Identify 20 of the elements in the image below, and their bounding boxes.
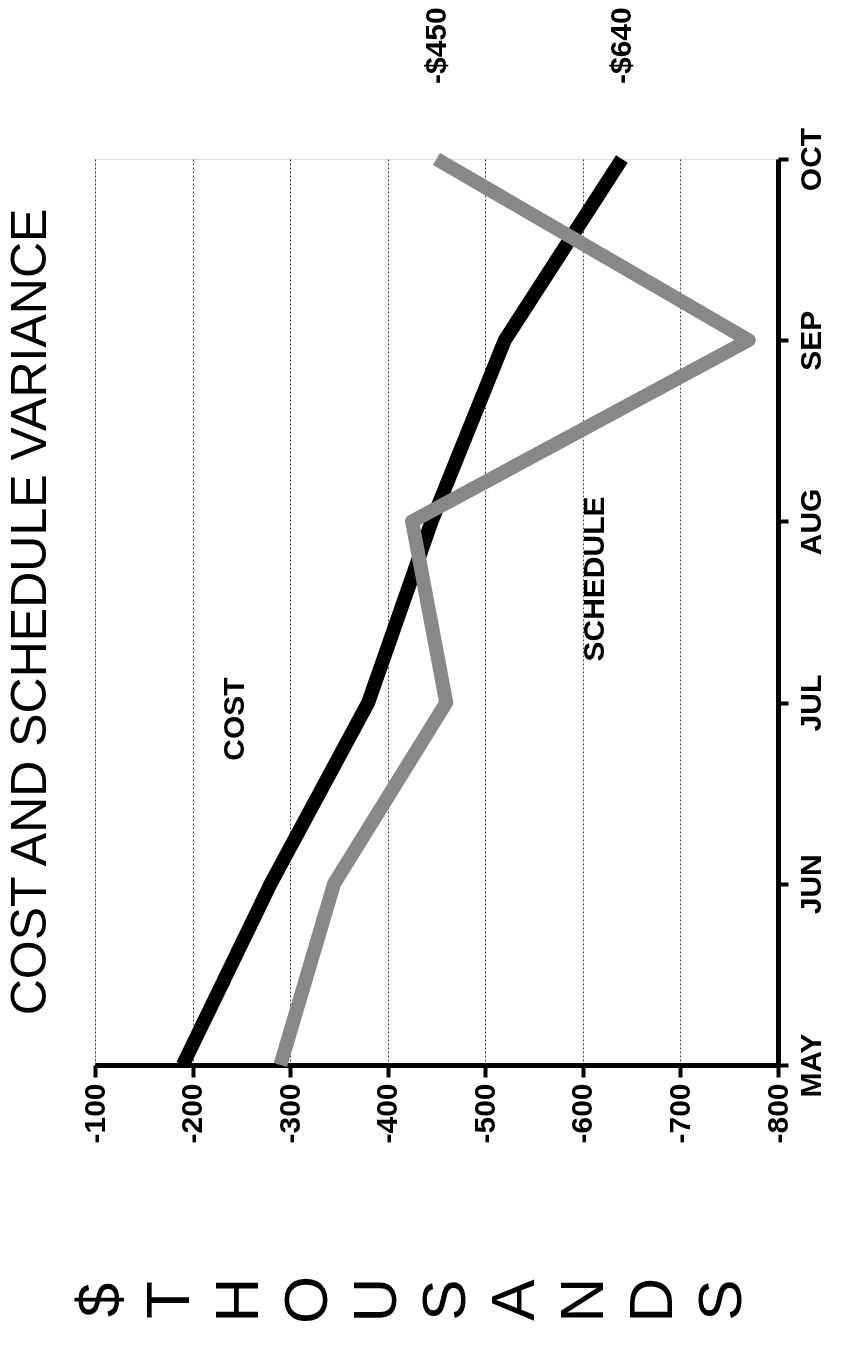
- y-tick-label: JUL: [793, 674, 827, 732]
- y-tick-label: AUG: [793, 488, 827, 556]
- text: $ THOUSANDS: [64, 1275, 754, 1325]
- y-tick-label: JUN: [793, 854, 827, 915]
- text: SCHEDULE: [577, 496, 610, 662]
- x-tick-label: -500: [467, 1083, 501, 1144]
- x-tick-label: -300: [272, 1083, 306, 1144]
- x-tick-label: -800: [760, 1083, 794, 1144]
- text: COST: [217, 677, 250, 761]
- x-tick-label: -400: [370, 1083, 404, 1144]
- x-tick-label: -700: [662, 1083, 696, 1144]
- text: COST AND SCHEDULE VARIANCE: [1, 208, 57, 1016]
- annotation: -$640: [603, 7, 637, 84]
- x-tick-label: -100: [77, 1083, 111, 1144]
- x-tick-label: -200: [175, 1083, 209, 1144]
- x-tick-label: -600: [565, 1083, 599, 1144]
- y-tick-label: OCT: [793, 127, 827, 192]
- y-tick-label: SEP: [793, 310, 827, 371]
- annotation: -$450: [418, 7, 452, 84]
- y-tick-label: MAY: [793, 1033, 827, 1098]
